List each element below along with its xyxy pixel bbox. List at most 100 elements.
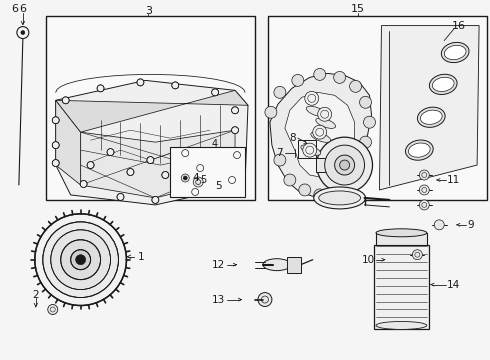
Circle shape (234, 152, 241, 159)
Text: 14: 14 (447, 280, 461, 289)
Circle shape (192, 189, 198, 195)
Circle shape (127, 168, 134, 176)
Circle shape (35, 214, 126, 306)
Bar (376, 233, 427, 245)
Ellipse shape (406, 140, 433, 160)
Polygon shape (81, 130, 235, 198)
Circle shape (303, 143, 317, 157)
Circle shape (232, 107, 239, 114)
Circle shape (87, 162, 94, 168)
Circle shape (48, 305, 58, 315)
Circle shape (342, 172, 354, 184)
Text: 11: 11 (447, 175, 461, 185)
Polygon shape (56, 80, 248, 205)
Ellipse shape (441, 42, 469, 63)
Text: 13: 13 (212, 294, 225, 305)
Ellipse shape (429, 74, 457, 94)
Circle shape (21, 31, 25, 35)
Bar (298, 140, 316, 158)
Text: 3: 3 (145, 6, 152, 15)
Text: 9: 9 (467, 220, 474, 230)
Circle shape (274, 154, 286, 166)
Ellipse shape (409, 143, 430, 157)
Circle shape (61, 240, 100, 280)
Circle shape (162, 171, 169, 179)
Circle shape (292, 75, 304, 86)
Circle shape (117, 193, 124, 201)
Bar (316, 158, 338, 172)
Ellipse shape (301, 145, 320, 155)
Ellipse shape (444, 45, 466, 60)
Circle shape (52, 117, 59, 124)
Bar (374, 245, 429, 329)
Circle shape (51, 230, 111, 289)
Polygon shape (56, 90, 248, 132)
Circle shape (265, 106, 277, 118)
Circle shape (419, 170, 429, 180)
Circle shape (314, 189, 326, 201)
Text: 10: 10 (361, 255, 374, 265)
Text: 7: 7 (276, 148, 283, 158)
Circle shape (274, 86, 286, 98)
Circle shape (258, 293, 272, 306)
Circle shape (413, 250, 422, 260)
Circle shape (137, 79, 144, 86)
Circle shape (364, 116, 375, 128)
Ellipse shape (314, 187, 366, 209)
Bar (268, 15, 487, 200)
Circle shape (212, 89, 219, 96)
Circle shape (314, 68, 326, 80)
Circle shape (330, 184, 342, 196)
Text: 2: 2 (32, 289, 39, 300)
Circle shape (434, 220, 444, 230)
Circle shape (80, 180, 87, 188)
Ellipse shape (311, 132, 331, 142)
Ellipse shape (376, 321, 427, 329)
Circle shape (419, 200, 429, 210)
Circle shape (340, 160, 349, 170)
Circle shape (334, 71, 345, 84)
Circle shape (228, 176, 236, 184)
Circle shape (152, 197, 159, 203)
Text: 6: 6 (11, 4, 19, 14)
Ellipse shape (263, 259, 291, 271)
Ellipse shape (306, 106, 325, 116)
Circle shape (349, 80, 362, 92)
Circle shape (318, 107, 332, 121)
Ellipse shape (420, 110, 442, 124)
Circle shape (196, 165, 204, 171)
Circle shape (183, 176, 187, 180)
Ellipse shape (318, 191, 361, 205)
Circle shape (284, 174, 296, 186)
Text: 6: 6 (20, 4, 26, 14)
Circle shape (317, 137, 372, 193)
Circle shape (325, 145, 365, 185)
Bar (171, 147, 245, 197)
Circle shape (335, 155, 355, 175)
Circle shape (52, 159, 59, 167)
Circle shape (75, 255, 86, 265)
Text: 4: 4 (193, 173, 199, 183)
Circle shape (313, 125, 327, 139)
Circle shape (305, 91, 318, 105)
Circle shape (181, 174, 189, 182)
Ellipse shape (432, 77, 454, 91)
Text: 5: 5 (215, 181, 221, 191)
Text: 12: 12 (212, 260, 225, 270)
Circle shape (172, 82, 179, 89)
Circle shape (352, 156, 364, 168)
Text: 16: 16 (452, 21, 466, 31)
Circle shape (62, 97, 69, 104)
Circle shape (299, 184, 311, 196)
Polygon shape (56, 100, 81, 185)
Circle shape (182, 150, 189, 157)
Circle shape (43, 222, 119, 298)
Bar (46, 15, 255, 200)
Circle shape (71, 250, 91, 270)
Circle shape (360, 136, 371, 148)
Text: 8: 8 (290, 133, 296, 143)
Circle shape (360, 96, 371, 108)
Circle shape (232, 127, 239, 134)
Ellipse shape (417, 107, 445, 127)
Circle shape (52, 141, 59, 149)
